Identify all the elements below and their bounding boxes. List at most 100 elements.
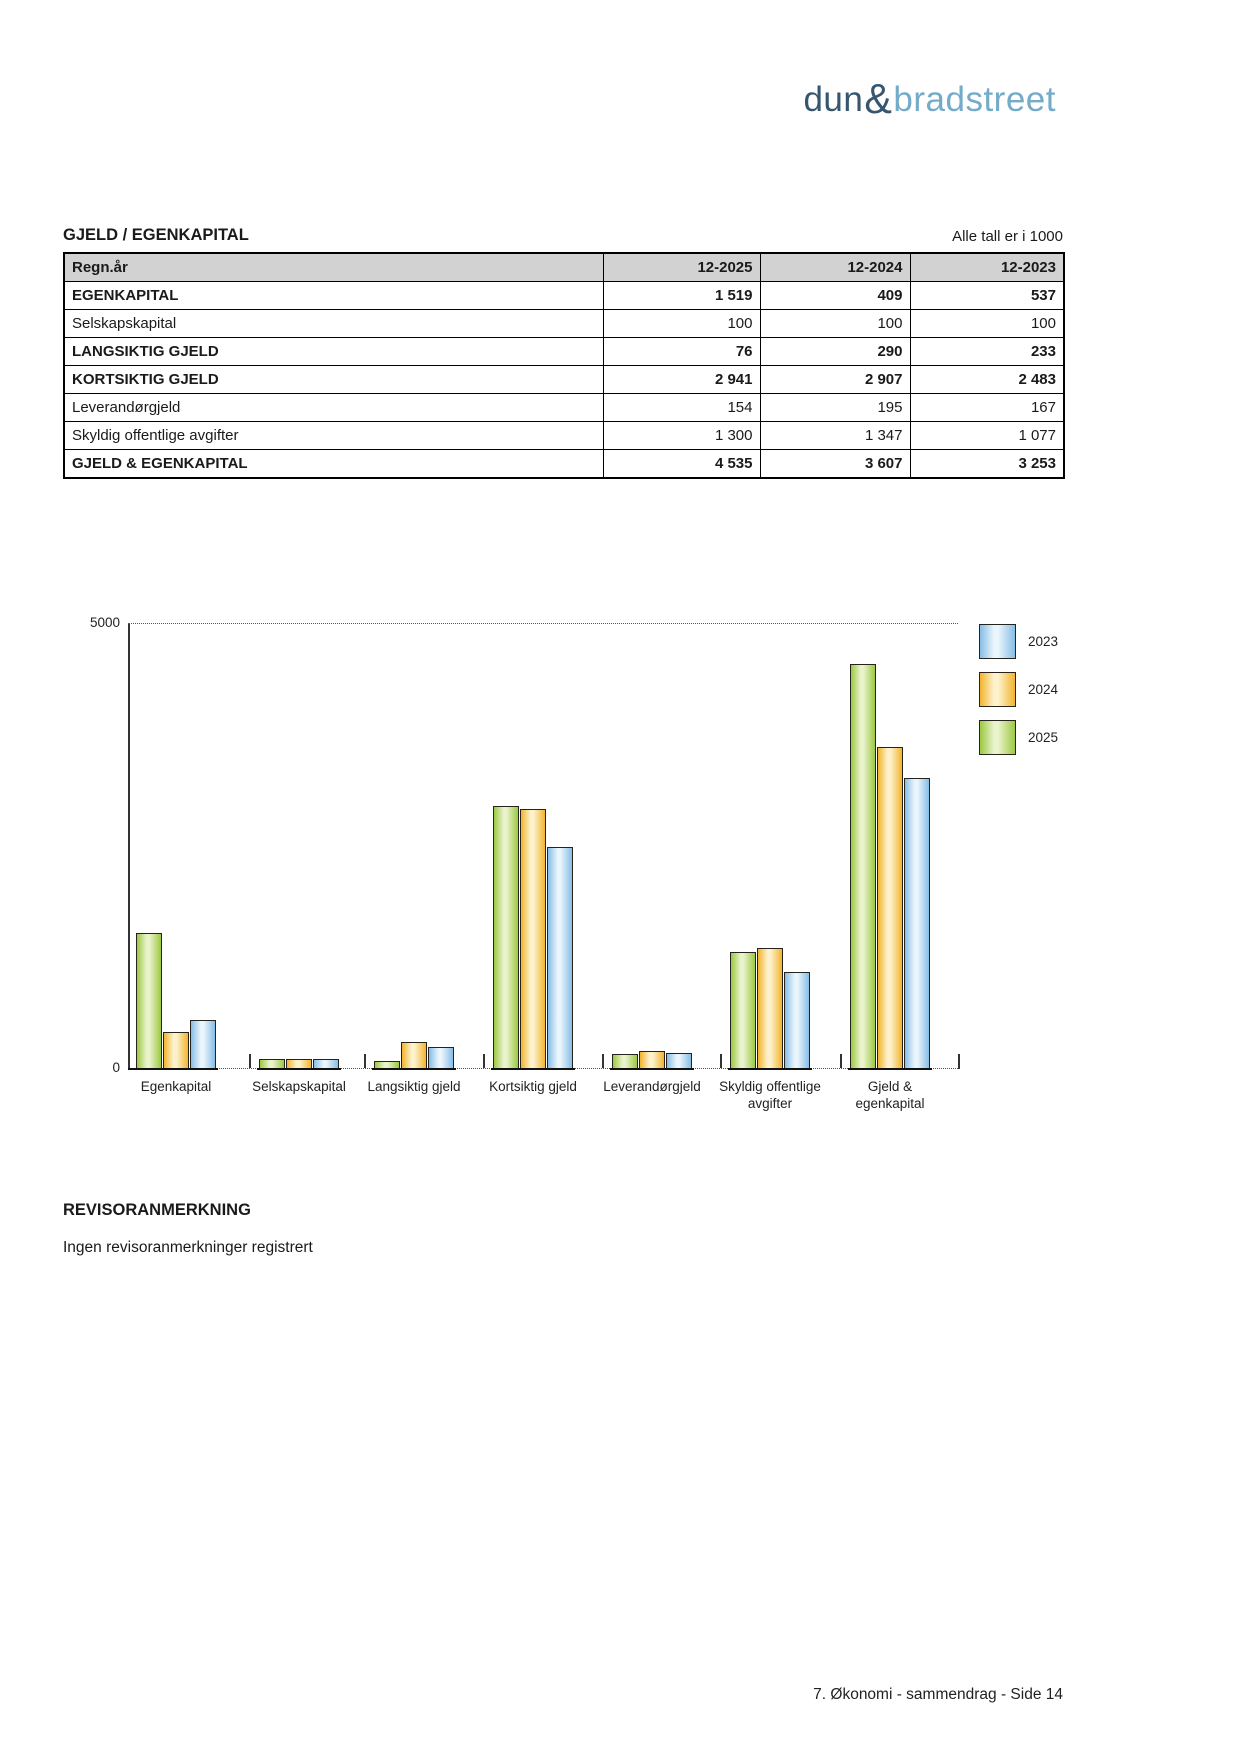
bar-2025-selskapskapital <box>259 1059 285 1068</box>
logo-text-bradstreet: bradstreet <box>893 80 1056 119</box>
row-label: LANGSIKTIG GJELD <box>63 337 604 366</box>
legend-swatch-2023 <box>979 624 1016 659</box>
row-value: 100 <box>909 309 1065 338</box>
revisor-heading: REVISORANMERKNING <box>63 1201 251 1219</box>
row-value: 1 077 <box>909 421 1065 450</box>
category-label: Gjeld & egenkapital <box>815 1078 965 1112</box>
gjeld-egenkapital-table: Regn.år 12-2025 12-2024 12-2023 EGENKAPI… <box>63 252 1065 479</box>
category-label-line: Egenkapital <box>140 1079 212 1094</box>
bar-2025-egenkapital <box>136 933 162 1068</box>
bar-2023-kortsiktig-gjeld <box>547 847 573 1068</box>
row-value: 167 <box>909 393 1065 422</box>
x-axis-end-tick <box>958 1054 960 1069</box>
x-axis-group-tick <box>364 1054 366 1068</box>
bar-2025-skyldig-offentlige-avgifter <box>730 952 756 1068</box>
category-label: Skyldig offentlige avgifter <box>695 1078 845 1112</box>
dun-bradstreet-logo: dun&bradstreet <box>803 74 1056 122</box>
legend-swatch-2024 <box>979 672 1016 707</box>
revisor-text: Ingen revisoranmerkninger registrert <box>63 1239 313 1256</box>
bar-2023-selskapskapital <box>313 1059 339 1068</box>
row-value: 154 <box>602 393 761 422</box>
row-value: 1 300 <box>602 421 761 450</box>
page-footer: 7. Økonomi - sammendrag - Side 14 <box>813 1686 1063 1703</box>
row-value: 3 607 <box>759 449 911 479</box>
x-axis-dotted-baseline <box>128 1068 958 1069</box>
x-axis-segment <box>848 1068 932 1070</box>
row-value: 290 <box>759 337 911 366</box>
row-value: 2 941 <box>602 365 761 394</box>
x-axis-segment <box>491 1068 575 1070</box>
category-label-line: avgifter <box>747 1096 793 1111</box>
section-title: GJELD / EGENKAPITAL <box>63 226 249 244</box>
legend-label-2024: 2024 <box>1028 681 1059 697</box>
table-row: Skyldig offentlige avgifter 1 300 1 347 1 0… <box>63 421 1065 450</box>
category-label: Egenkapital <box>101 1078 251 1095</box>
row-label: Leverandørgjeld <box>63 393 604 422</box>
bar-2024-egenkapital <box>163 1032 189 1068</box>
x-axis-group-tick <box>840 1054 842 1068</box>
table-header-row: Regn.år 12-2025 12-2024 12-2023 <box>63 252 1065 282</box>
y-axis-tick-label-max: 5000 <box>89 615 120 630</box>
table-row: KORTSIKTIG GJELD 2 941 2 907 2 483 <box>63 365 1065 394</box>
legend-label-2025: 2025 <box>1028 729 1059 745</box>
row-value: 3 253 <box>909 449 1065 479</box>
bar-2025-gjeld-egenkapital <box>850 664 876 1068</box>
category-label-line: Selskapskapital <box>252 1079 346 1094</box>
category-label: Selskapskapital <box>224 1078 374 1095</box>
bar-2025-leverand-rgjeld <box>612 1054 638 1068</box>
legend-label-2023: 2023 <box>1028 633 1059 649</box>
table-row: Leverandørgjeld 154 195 167 <box>63 393 1065 422</box>
x-axis-group-tick <box>249 1054 251 1068</box>
bar-2023-egenkapital <box>190 1020 216 1068</box>
bar-2023-langsiktig-gjeld <box>428 1047 454 1068</box>
row-label: Selskapskapital <box>63 309 604 338</box>
row-label: Skyldig offentlige avgifter <box>63 421 604 450</box>
row-value: 1 347 <box>759 421 911 450</box>
category-label-line: Langsiktig gjeld <box>367 1079 461 1094</box>
bar-2023-skyldig-offentlige-avgifter <box>784 972 810 1068</box>
x-axis-group-tick <box>720 1054 722 1068</box>
legend-swatch-2025 <box>979 720 1016 755</box>
y-axis-tick-label-zero: 0 <box>112 1060 120 1075</box>
x-axis-segment <box>372 1068 456 1070</box>
bar-2024-skyldig-offentlige-avgifter <box>757 948 783 1068</box>
bar-2024-kortsiktig-gjeld <box>520 809 546 1068</box>
bar-2024-selskapskapital <box>286 1059 312 1068</box>
units-note: Alle tall er i 1000 <box>952 228 1063 245</box>
ampersand-icon: & <box>864 76 893 122</box>
column-header-12-2024: 12-2024 <box>759 252 911 282</box>
category-label: Langsiktig gjeld <box>339 1078 489 1095</box>
column-header-12-2025: 12-2025 <box>602 252 761 282</box>
bar-2024-gjeld-egenkapital <box>877 747 903 1068</box>
bar-2025-kortsiktig-gjeld <box>493 806 519 1068</box>
x-axis-group-tick <box>602 1054 604 1068</box>
table-row: GJELD & EGENKAPITAL 4 535 3 607 3 253 <box>63 449 1065 479</box>
table-row: LANGSIKTIG GJELD 76 290 233 <box>63 337 1065 366</box>
section-head: GJELD / EGENKAPITAL Alle tall er i 1000 <box>63 226 1063 245</box>
bar-2024-langsiktig-gjeld <box>401 1042 427 1068</box>
table-row: EGENKAPITAL 1 519 409 537 <box>63 281 1065 310</box>
bar-2025-langsiktig-gjeld <box>374 1061 400 1068</box>
bar-2023-gjeld-egenkapital <box>904 778 930 1068</box>
y-axis <box>128 623 130 1070</box>
row-value: 1 519 <box>602 281 761 310</box>
x-axis-segment <box>128 1068 218 1070</box>
row-value: 4 535 <box>602 449 761 479</box>
gridline-5000 <box>128 623 958 624</box>
x-axis-group-tick <box>483 1054 485 1068</box>
row-value: 2 907 <box>759 365 911 394</box>
row-value: 195 <box>759 393 911 422</box>
logo-text-dun: dun <box>803 80 864 119</box>
row-value: 100 <box>759 309 911 338</box>
bar-2024-leverand-rgjeld <box>639 1051 665 1068</box>
row-value: 233 <box>909 337 1065 366</box>
table-row: Selskapskapital 100 100 100 <box>63 309 1065 338</box>
column-header-12-2023: 12-2023 <box>909 252 1065 282</box>
category-label-line: egenkapital <box>855 1096 925 1111</box>
x-axis-segment <box>610 1068 694 1070</box>
row-value: 100 <box>602 309 761 338</box>
x-axis-segment <box>728 1068 812 1070</box>
category-label-line: Gjeld & <box>867 1079 913 1094</box>
category-label-line: Skyldig offentlige <box>719 1079 821 1094</box>
